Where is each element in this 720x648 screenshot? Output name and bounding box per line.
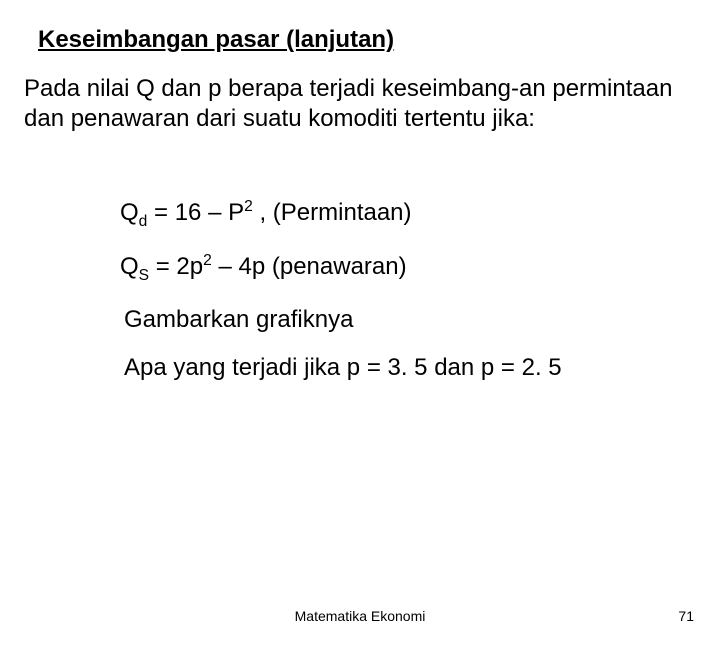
page-number: 71: [678, 608, 694, 624]
intro-text: Pada nilai Q dan p berapa terjadi keseim…: [24, 74, 684, 134]
eq-supply-var: Q: [120, 253, 139, 280]
footer-center: Matematika Ekonomi: [0, 608, 720, 624]
eq-demand-rhs-b: , (Permintaan): [253, 199, 412, 226]
instruction-graph: Gambarkan grafiknya: [124, 306, 353, 334]
eq-supply-sub: S: [139, 267, 149, 284]
question-text: Apa yang terjadi jika p = 3. 5 dan p = 2…: [124, 354, 562, 382]
slide-title: Keseimbangan pasar (lanjutan): [38, 26, 394, 54]
eq-demand-var: Q: [120, 199, 139, 226]
slide-container: Keseimbangan pasar (lanjutan) Pada nilai…: [0, 0, 720, 648]
eq-supply-exp: 2: [203, 252, 212, 269]
eq-supply-rhs-b: – 4p (penawaran): [212, 253, 407, 280]
eq-supply-rhs-a: = 2p: [149, 253, 203, 280]
eq-demand-exp: 2: [244, 198, 253, 215]
eq-demand-rhs-a: = 16 – P: [147, 199, 244, 226]
equation-supply: QS = 2p2 – 4p (penawaran): [120, 252, 407, 285]
equation-demand: Qd = 16 – P2 , (Permintaan): [120, 198, 412, 231]
